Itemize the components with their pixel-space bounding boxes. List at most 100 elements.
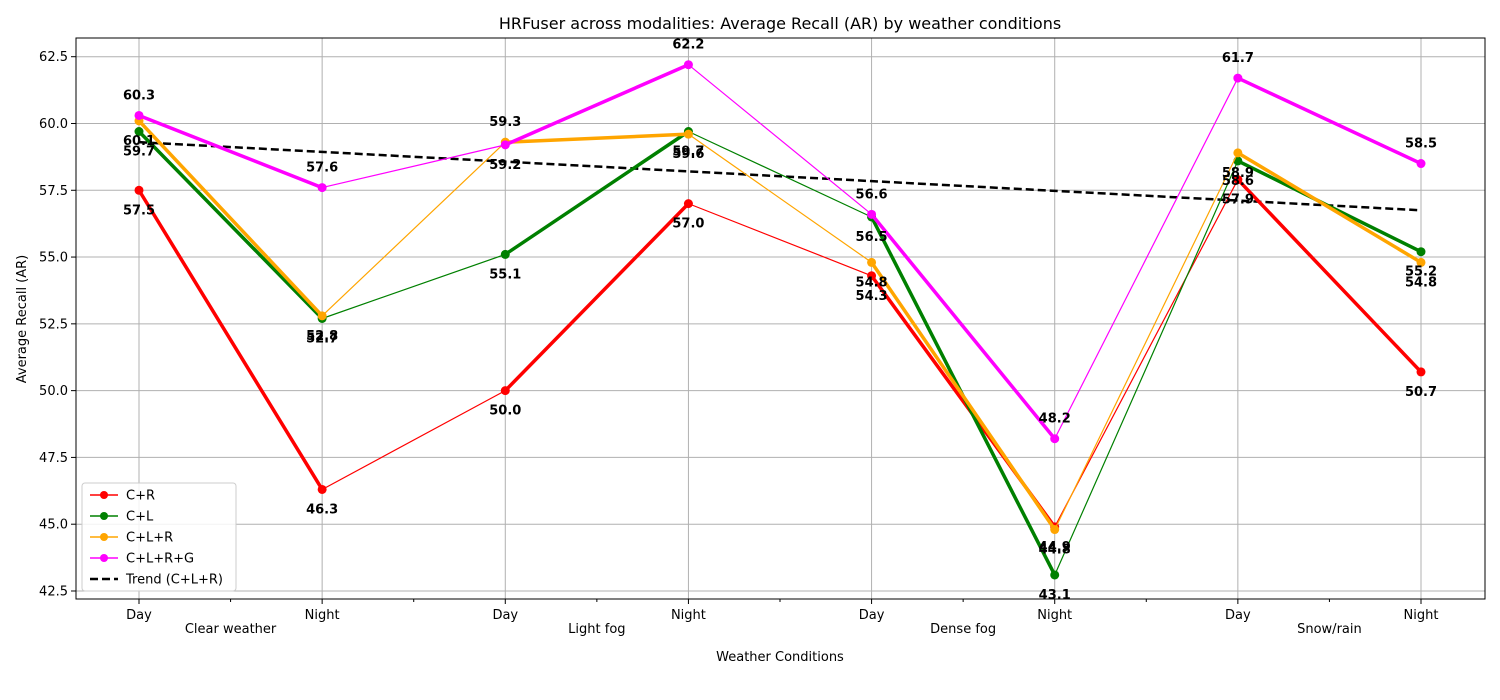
series-line-segment (687, 130, 873, 218)
data-label: 52.8 (306, 329, 338, 344)
data-point (1050, 570, 1060, 580)
series-line-segment (137, 129, 324, 321)
data-point (1233, 175, 1243, 185)
data-label: 54.8 (856, 275, 888, 290)
series-line-segment (1054, 77, 1239, 440)
x-group-label: Snow/rain (1297, 622, 1362, 637)
data-point (317, 484, 327, 494)
series-line-segment (321, 141, 506, 317)
data-point (134, 127, 144, 136)
data-label: 52.7 (306, 332, 338, 347)
data-label: 55.1 (489, 267, 521, 282)
x-tick-label: Night (1404, 608, 1439, 623)
series-line-segment (321, 253, 506, 320)
x-group-label: Light fog (568, 622, 625, 637)
data-label: 59.3 (489, 115, 521, 130)
data-point (867, 209, 877, 219)
y-tick-label: 50.0 (39, 384, 68, 399)
data-label: 46.3 (306, 502, 338, 517)
data-labels: 57.5 59.760.1 60.3 46.3 52.752.8 57.6 50.0 55.1… (123, 38, 1437, 603)
data-point (1416, 257, 1426, 267)
data-point (500, 386, 510, 396)
data-point (134, 185, 144, 195)
data-point (1416, 367, 1426, 377)
data-label: 56.6 (856, 187, 888, 202)
series-line-segment (503, 132, 691, 144)
data-label: 59.2 (489, 158, 521, 173)
series-line-segment (687, 203, 873, 277)
x-tick-label: Night (671, 608, 706, 623)
x-axis-label: Weather Conditions (716, 650, 844, 665)
data-label: 57.5 (123, 203, 155, 218)
data-point (1233, 156, 1243, 166)
data-point (1416, 159, 1426, 169)
legend-label: Trend (C+L+R) (125, 573, 223, 588)
series-line-segment (1236, 76, 1423, 166)
data-label: 58.5 (1405, 137, 1437, 152)
data-label: 48.2 (1039, 412, 1071, 427)
y-tick-label: 57.5 (39, 184, 68, 199)
x-tick-label: Day (859, 608, 885, 623)
data-label: 57.0 (672, 217, 704, 232)
data-label: 58.9 (1222, 166, 1254, 181)
x-tick-label: Day (1225, 608, 1251, 623)
grid-lines (76, 38, 1485, 599)
series-layer (134, 60, 1426, 580)
series-line-segment (869, 260, 1057, 532)
legend: C+R C+L C+L+R C+L+R+G Trend (C+L+R) (81, 482, 237, 592)
series-line-segment (503, 62, 691, 147)
data-point (134, 110, 144, 120)
legend-marker (100, 554, 108, 562)
legend-box (81, 482, 237, 592)
series-line-segment (687, 64, 873, 215)
series-line-segment (1236, 151, 1423, 265)
legend-marker (100, 533, 108, 541)
legend-marker (100, 491, 108, 499)
x-tick-label: Night (1037, 608, 1072, 623)
data-label: 62.2 (672, 38, 704, 53)
data-label: 59.7 (123, 145, 155, 160)
series-line-segment (137, 188, 324, 492)
series-line-segment (1054, 152, 1239, 531)
x-group-label: Clear weather (185, 622, 277, 637)
y-tick-label: 60.0 (39, 117, 68, 132)
y-axis-label: Average Recall (AR) (15, 255, 30, 384)
data-label: 50.0 (489, 404, 521, 419)
data-point (500, 249, 510, 259)
data-point (1233, 73, 1243, 83)
y-tick-label: 52.5 (39, 317, 68, 332)
data-point (317, 311, 327, 321)
data-label: 54.8 (1405, 275, 1437, 290)
data-point (317, 183, 327, 193)
series-line-segment (321, 144, 506, 189)
data-point (867, 257, 877, 267)
data-point (500, 140, 510, 150)
series-line-segment (1236, 177, 1423, 374)
data-label: 50.7 (1405, 385, 1437, 400)
data-point (683, 129, 693, 139)
trend-line (138, 140, 1422, 212)
data-label: 56.5 (856, 230, 888, 245)
chart-title: HRFuser across modalities: Average Recal… (499, 14, 1061, 33)
x-tick-label: Day (126, 608, 152, 623)
data-label: 44.9 (1039, 540, 1071, 555)
y-tick-label: 45.0 (39, 518, 68, 533)
legend-label: C+L+R+G (126, 552, 194, 567)
y-tick-label: 42.5 (39, 584, 68, 599)
y-tick-label: 47.5 (39, 451, 68, 466)
data-label: 58.6 (1222, 174, 1254, 189)
x-tick-label: Night (305, 608, 340, 623)
data-label: 55.2 (1405, 265, 1437, 280)
data-label: 60.3 (123, 88, 155, 103)
data-label: 57.6 (306, 161, 338, 176)
data-label: 60.1 (123, 134, 155, 149)
data-label: 59.6 (672, 147, 704, 162)
legend-label: C+R (126, 489, 155, 504)
y-tick-label: 62.5 (39, 50, 68, 65)
plot-frame (75, 37, 1486, 600)
x-group-label: Dense fog (930, 622, 996, 637)
data-point (683, 199, 693, 209)
data-point (1233, 148, 1243, 158)
legend-marker (100, 512, 108, 520)
